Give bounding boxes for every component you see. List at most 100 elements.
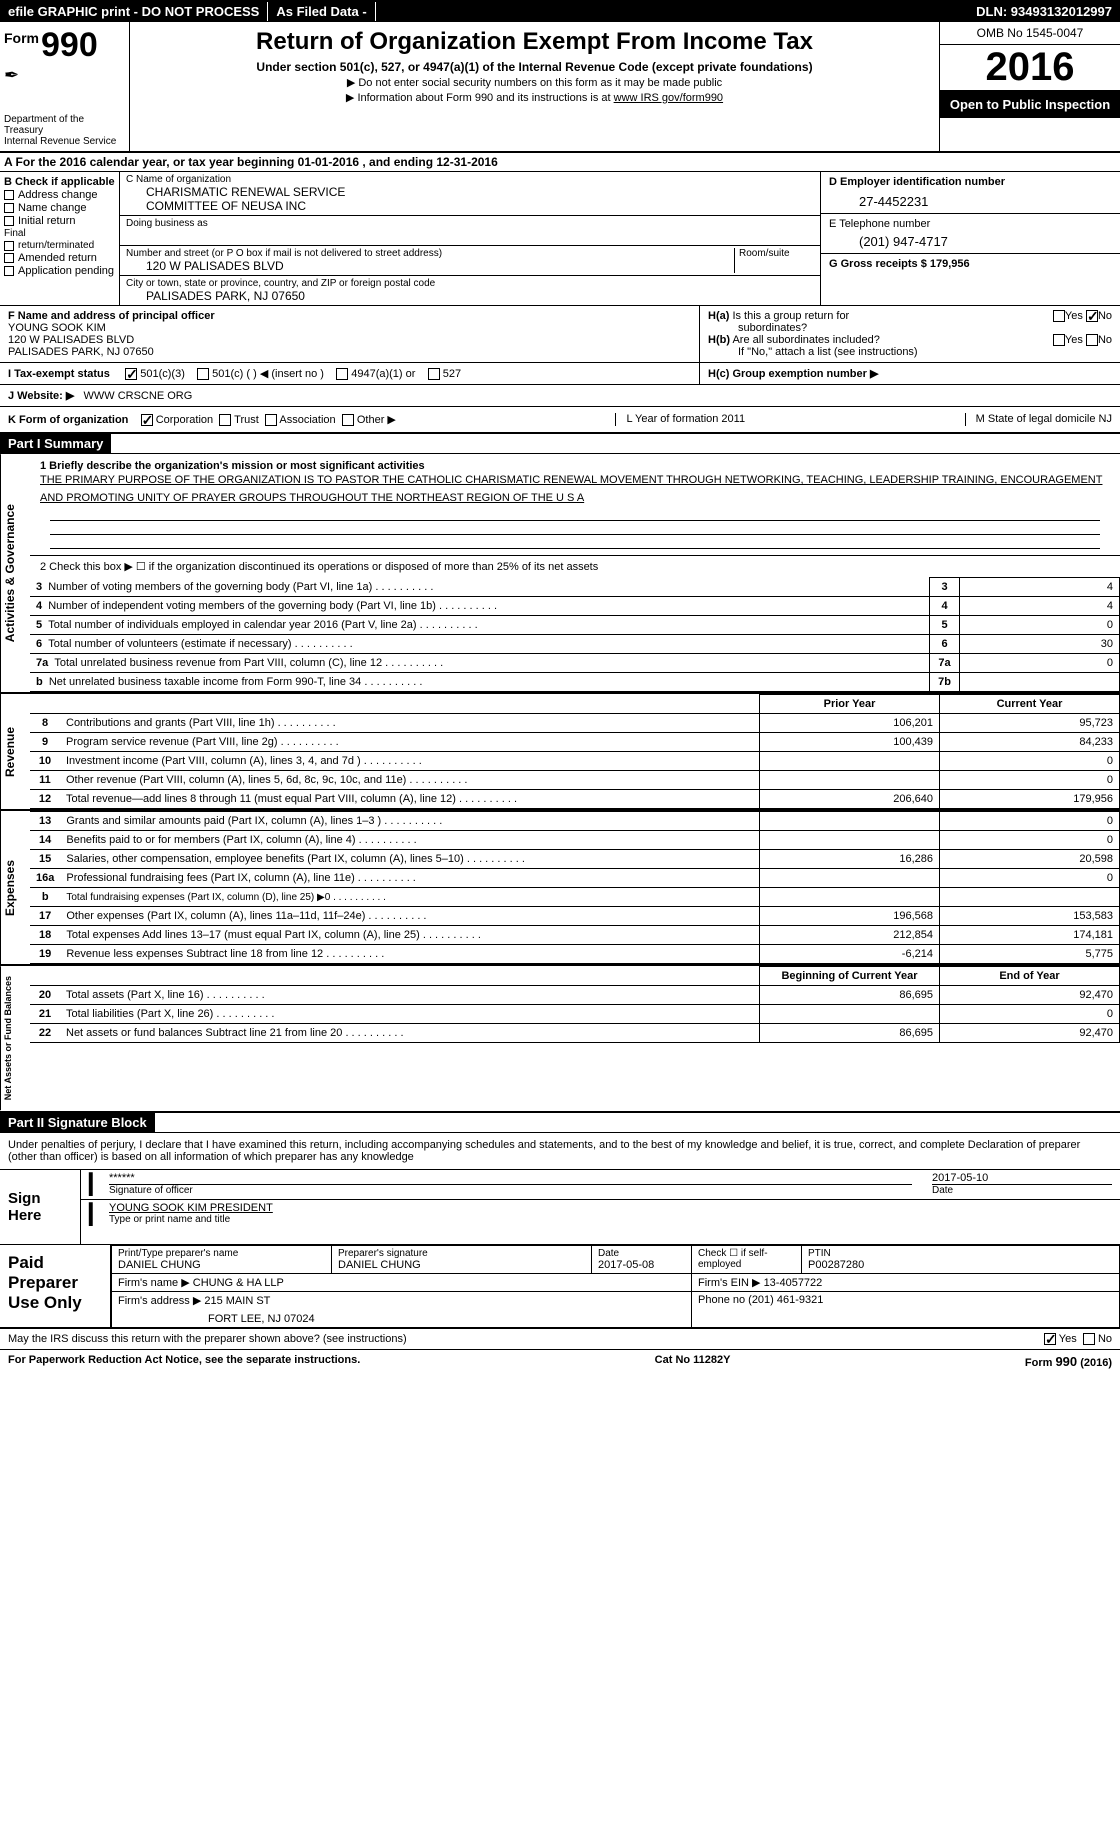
phone: (201) 947-4717: [829, 230, 1112, 249]
table-row: 13 Grants and similar amounts paid (Part…: [30, 812, 1120, 831]
table-row: 8 Contributions and grants (Part VIII, l…: [30, 714, 1120, 733]
officer-city: PALISADES PARK, NJ 07650: [8, 346, 691, 358]
chk-assoc[interactable]: [265, 414, 277, 426]
box-deg: D Employer identification number 27-4452…: [820, 172, 1120, 305]
row-klm: K Form of organization Corporation Trust…: [0, 407, 1120, 434]
table-row: 14 Benefits paid to or for members (Part…: [30, 831, 1120, 850]
table-row: 11 Other revenue (Part VIII, column (A),…: [30, 771, 1120, 790]
chk-trust[interactable]: [219, 414, 231, 426]
table-row: 9 Program service revenue (Part VIII, li…: [30, 733, 1120, 752]
box-b-title: B Check if applicable: [4, 176, 115, 188]
row-i: I Tax-exempt status 501(c)(3) 501(c) ( )…: [0, 363, 700, 384]
officer-print: YOUNG SOOK KIM PRESIDENT: [109, 1202, 1112, 1214]
chk-501c[interactable]: [197, 368, 209, 380]
officer-addr: 120 W PALISADES BLVD: [8, 334, 691, 346]
table-row: 3 Number of voting members of the govern…: [30, 578, 1120, 597]
ha-yes[interactable]: [1053, 310, 1065, 322]
hb-yes[interactable]: [1053, 334, 1065, 346]
dept-treasury: Department of the Treasury: [4, 114, 125, 136]
footer-left: For Paperwork Reduction Act Notice, see …: [8, 1354, 360, 1369]
preparer-name: DANIEL CHUNG: [118, 1259, 325, 1271]
chk-other[interactable]: [342, 414, 354, 426]
ha-no[interactable]: [1086, 310, 1098, 322]
box-c: C Name of organization CHARISMATIC RENEW…: [120, 172, 820, 305]
asfiled-label: As Filed Data -: [268, 2, 375, 21]
chk-4947[interactable]: [336, 368, 348, 380]
box-f: F Name and address of principal officer …: [0, 306, 700, 362]
box-hc: H(c) Group exemption number ▶: [700, 363, 1120, 384]
firm-name: CHUNG & HA LLP: [193, 1277, 284, 1289]
chk-initial[interactable]: [4, 216, 14, 226]
sign-here-label: Sign Here: [0, 1170, 80, 1244]
efile-label: efile GRAPHIC print - DO NOT PROCESS: [0, 2, 268, 21]
table-row: 17 Other expenses (Part IX, column (A), …: [30, 907, 1120, 926]
preparer-sig: DANIEL CHUNG: [338, 1259, 585, 1271]
officer-name: YOUNG SOOK KIM: [8, 322, 691, 334]
chk-501c3[interactable]: [125, 368, 137, 380]
table-row: 4 Number of independent voting members o…: [30, 597, 1120, 616]
chk-pending[interactable]: [4, 266, 14, 276]
dln-label: DLN: 93493132012997: [968, 2, 1120, 21]
mission-text: THE PRIMARY PURPOSE OF THE ORGANIZATION …: [40, 472, 1110, 507]
table-row: 19 Revenue less expenses Subtract line 1…: [30, 945, 1120, 964]
chk-527[interactable]: [428, 368, 440, 380]
table-row: b Net unrelated business taxable income …: [30, 673, 1120, 692]
chk-corp[interactable]: [141, 414, 153, 426]
form-title: Return of Organization Exempt From Incom…: [142, 28, 927, 56]
discuss-yes[interactable]: [1044, 1333, 1056, 1345]
ein: 27-4452231: [829, 188, 1112, 209]
gross-receipts: G Gross receipts $ 179,956: [829, 258, 1112, 270]
note-ssn: ▶ Do not enter social security numbers o…: [142, 76, 927, 89]
table-row: 7a Total unrelated business revenue from…: [30, 654, 1120, 673]
footer-right: Form 990 (2016): [1025, 1354, 1112, 1369]
row-l: L Year of formation 2011: [615, 413, 745, 426]
org-address: 120 W PALISADES BLVD: [126, 259, 734, 273]
discuss-no[interactable]: [1083, 1333, 1095, 1345]
top-bar: efile GRAPHIC print - DO NOT PROCESS As …: [0, 0, 1120, 22]
section-revenue: Revenue Prior Year Current Year 8 Contri…: [0, 694, 1120, 811]
expenses-table: 13 Grants and similar amounts paid (Part…: [30, 811, 1120, 964]
sig-stars: ******: [109, 1172, 912, 1184]
q2: 2 Check this box ▶ ☐ if the organization…: [30, 556, 1120, 577]
sign-block: Sign Here ▎ ****** Signature of officer …: [0, 1170, 1120, 1245]
box-h: H(a) Is this a group return for Yes No s…: [700, 306, 1120, 362]
table-row: 15 Salaries, other compensation, employe…: [30, 850, 1120, 869]
fh-row: F Name and address of principal officer …: [0, 306, 1120, 363]
firm-ein: 13-4057722: [764, 1277, 823, 1289]
footer-mid: Cat No 11282Y: [655, 1354, 731, 1369]
form-number: 990: [41, 26, 98, 65]
paid-preparer-label: Paid Preparer Use Only: [0, 1245, 110, 1327]
netassets-table: Beginning of Current Year End of Year 20…: [30, 966, 1120, 1043]
info-grid: B Check if applicable Address change Nam…: [0, 172, 1120, 306]
table-row: 12 Total revenue—add lines 8 through 11 …: [30, 790, 1120, 809]
table-row: b Total fundraising expenses (Part IX, c…: [30, 888, 1120, 907]
section-a-year: A For the 2016 calendar year, or tax yea…: [0, 153, 1120, 172]
row-m: M State of legal domicile NJ: [965, 413, 1112, 426]
table-row: 22 Net assets or fund balances Subtract …: [30, 1024, 1120, 1043]
part1-header: Part I Summary: [0, 434, 111, 453]
chk-amended[interactable]: [4, 253, 14, 263]
table-row: 10 Investment income (Part VIII, column …: [30, 752, 1120, 771]
discuss-row: May the IRS discuss this return with the…: [0, 1329, 1120, 1350]
form-header: Form 990 ✒ Department of the Treasury In…: [0, 22, 1120, 153]
section-netassets: Net Assets or Fund Balances Beginning of…: [0, 966, 1120, 1112]
gov-table: 3 Number of voting members of the govern…: [30, 577, 1120, 692]
table-row: 18 Total expenses Add lines 13–17 (must …: [30, 926, 1120, 945]
revenue-table: Prior Year Current Year 8 Contributions …: [30, 694, 1120, 809]
chk-final[interactable]: [4, 241, 14, 251]
firm-addr2: FORT LEE, NJ 07024: [118, 1307, 685, 1325]
table-row: 20 Total assets (Part X, line 16) 86,695…: [30, 986, 1120, 1005]
tax-year: 2016: [940, 45, 1120, 91]
dept-irs: Internal Revenue Service: [4, 136, 125, 147]
chk-address[interactable]: [4, 190, 14, 200]
vert-netassets: Net Assets or Fund Balances: [0, 966, 30, 1110]
irs-link[interactable]: www IRS gov/form990: [614, 92, 723, 104]
box-b: B Check if applicable Address change Nam…: [0, 172, 120, 305]
org-city: PALISADES PARK, NJ 07650: [126, 289, 814, 303]
chk-name[interactable]: [4, 203, 14, 213]
preparer-block: Paid Preparer Use Only Print/Type prepar…: [0, 1245, 1120, 1329]
row-j: J Website: ▶ WWW CRSCNE ORG: [0, 385, 1120, 407]
hb-no[interactable]: [1086, 334, 1098, 346]
org-name-2: COMMITTEE OF NEUSA INC: [126, 199, 814, 213]
part2-header: Part II Signature Block: [0, 1113, 155, 1132]
